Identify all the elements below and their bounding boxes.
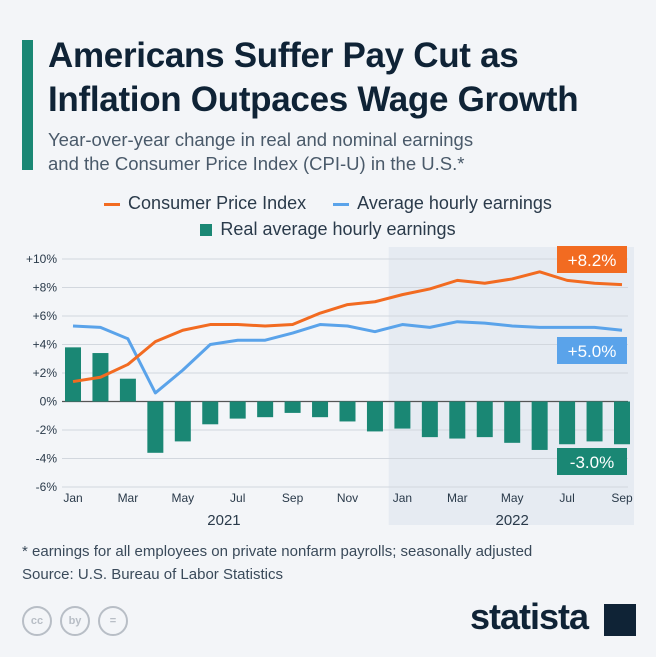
x-tick-label: Mar bbox=[118, 491, 139, 505]
end-label: +5.0% bbox=[568, 342, 617, 361]
x-tick-label: Jan bbox=[63, 491, 82, 505]
subtitle-line-1: Year-over-year change in real and nomina… bbox=[48, 129, 474, 150]
footnote: * earnings for all employees on private … bbox=[22, 543, 533, 560]
chart-subtitle: Year-over-year change in real and nomina… bbox=[48, 128, 473, 176]
bar-real-earnings bbox=[174, 401, 191, 442]
end-label-box bbox=[557, 448, 627, 475]
y-tick-label: +10% bbox=[26, 252, 57, 266]
y-tick-label: 0% bbox=[40, 395, 58, 409]
legend-row-1: Consumer Price Index Average hourly earn… bbox=[0, 193, 656, 214]
legend-swatch-real bbox=[200, 224, 213, 237]
year-label: 2021 bbox=[207, 512, 240, 529]
bar-real-earnings bbox=[202, 401, 219, 425]
bar-real-earnings bbox=[449, 401, 466, 439]
bar-real-earnings bbox=[614, 401, 630, 445]
license-icons: cc by = bbox=[22, 606, 128, 636]
x-tick-label: Nov bbox=[337, 491, 358, 505]
attribution-icon[interactable]: by bbox=[60, 606, 90, 636]
legend-swatch-cpi bbox=[104, 202, 121, 206]
subtitle-line-2: and the Consumer Price Index (CPI-U) in … bbox=[48, 153, 465, 174]
y-tick-label: +4% bbox=[33, 338, 58, 352]
x-tick-label: Sep bbox=[611, 491, 633, 505]
chart: +10% +8% +6% +4% +2% 0% -2% -4% -6% Jan Mar May Jul S… bbox=[26, 246, 634, 529]
x-tick-label: Mar bbox=[447, 491, 468, 505]
x-tick-label: Jul bbox=[230, 491, 245, 505]
line-consumer-price-index bbox=[72, 270, 623, 384]
legend-label-real: Real average hourly earnings bbox=[220, 219, 456, 239]
y-tick-label: +6% bbox=[33, 309, 58, 323]
legend-ahe: Average hourly earnings bbox=[333, 193, 552, 213]
x-tick-label: Jul bbox=[559, 491, 574, 505]
bar-real-earnings bbox=[476, 401, 493, 438]
legend-label-ahe: Average hourly earnings bbox=[357, 193, 552, 213]
bar-real-earnings bbox=[339, 401, 356, 422]
y-tick-label: +8% bbox=[33, 281, 58, 295]
bar-real-earnings bbox=[119, 378, 136, 402]
x-tick-label: May bbox=[171, 491, 194, 505]
x-tick-label: Jan bbox=[393, 491, 412, 505]
legend-swatch-ahe bbox=[333, 202, 350, 206]
bar-real-earnings bbox=[559, 401, 576, 445]
source: Source: U.S. Bureau of Labor Statistics bbox=[22, 566, 283, 583]
legend-row-2: Real average hourly earnings bbox=[0, 219, 656, 240]
bar-real-earnings bbox=[394, 401, 411, 429]
y-tick-label: -2% bbox=[36, 423, 58, 437]
bar-real-earnings bbox=[421, 401, 438, 438]
end-label: +8.2% bbox=[568, 251, 617, 270]
bar-real-earnings bbox=[586, 401, 603, 442]
bar-real-earnings bbox=[257, 401, 274, 418]
y-tick-label: -6% bbox=[36, 480, 58, 494]
bar-real-earnings bbox=[504, 401, 521, 443]
bar-real-earnings bbox=[531, 401, 548, 450]
line-average-hourly-earnings bbox=[72, 320, 623, 395]
y-tick-label: +2% bbox=[33, 366, 58, 380]
accent-bar bbox=[22, 40, 33, 170]
legend-label-cpi: Consumer Price Index bbox=[128, 193, 307, 213]
year-label: 2022 bbox=[496, 512, 529, 529]
legend-cpi: Consumer Price Index bbox=[104, 193, 306, 213]
chart-title: Americans Suffer Pay Cut as Inflation Ou… bbox=[48, 36, 579, 119]
no-derivatives-icon[interactable]: = bbox=[98, 606, 128, 636]
bar-real-earnings bbox=[366, 401, 383, 432]
cc-icon[interactable]: cc bbox=[22, 606, 52, 636]
y-tick-label: -4% bbox=[36, 452, 58, 466]
x-tick-label: Sep bbox=[282, 491, 304, 505]
end-label: -3.0% bbox=[570, 453, 614, 472]
bar-real-earnings bbox=[147, 401, 164, 453]
end-label-box bbox=[557, 337, 627, 364]
end-label-box bbox=[557, 246, 627, 273]
year-2022-shading bbox=[388, 247, 634, 525]
statista-logo-mark bbox=[604, 604, 636, 636]
bar-real-earnings bbox=[284, 401, 301, 413]
bar-real-earnings bbox=[65, 347, 81, 402]
bar-real-earnings bbox=[312, 401, 329, 418]
x-tick-label: May bbox=[501, 491, 524, 505]
bar-real-earnings bbox=[229, 401, 246, 419]
statista-logo[interactable]: statista bbox=[470, 596, 589, 637]
